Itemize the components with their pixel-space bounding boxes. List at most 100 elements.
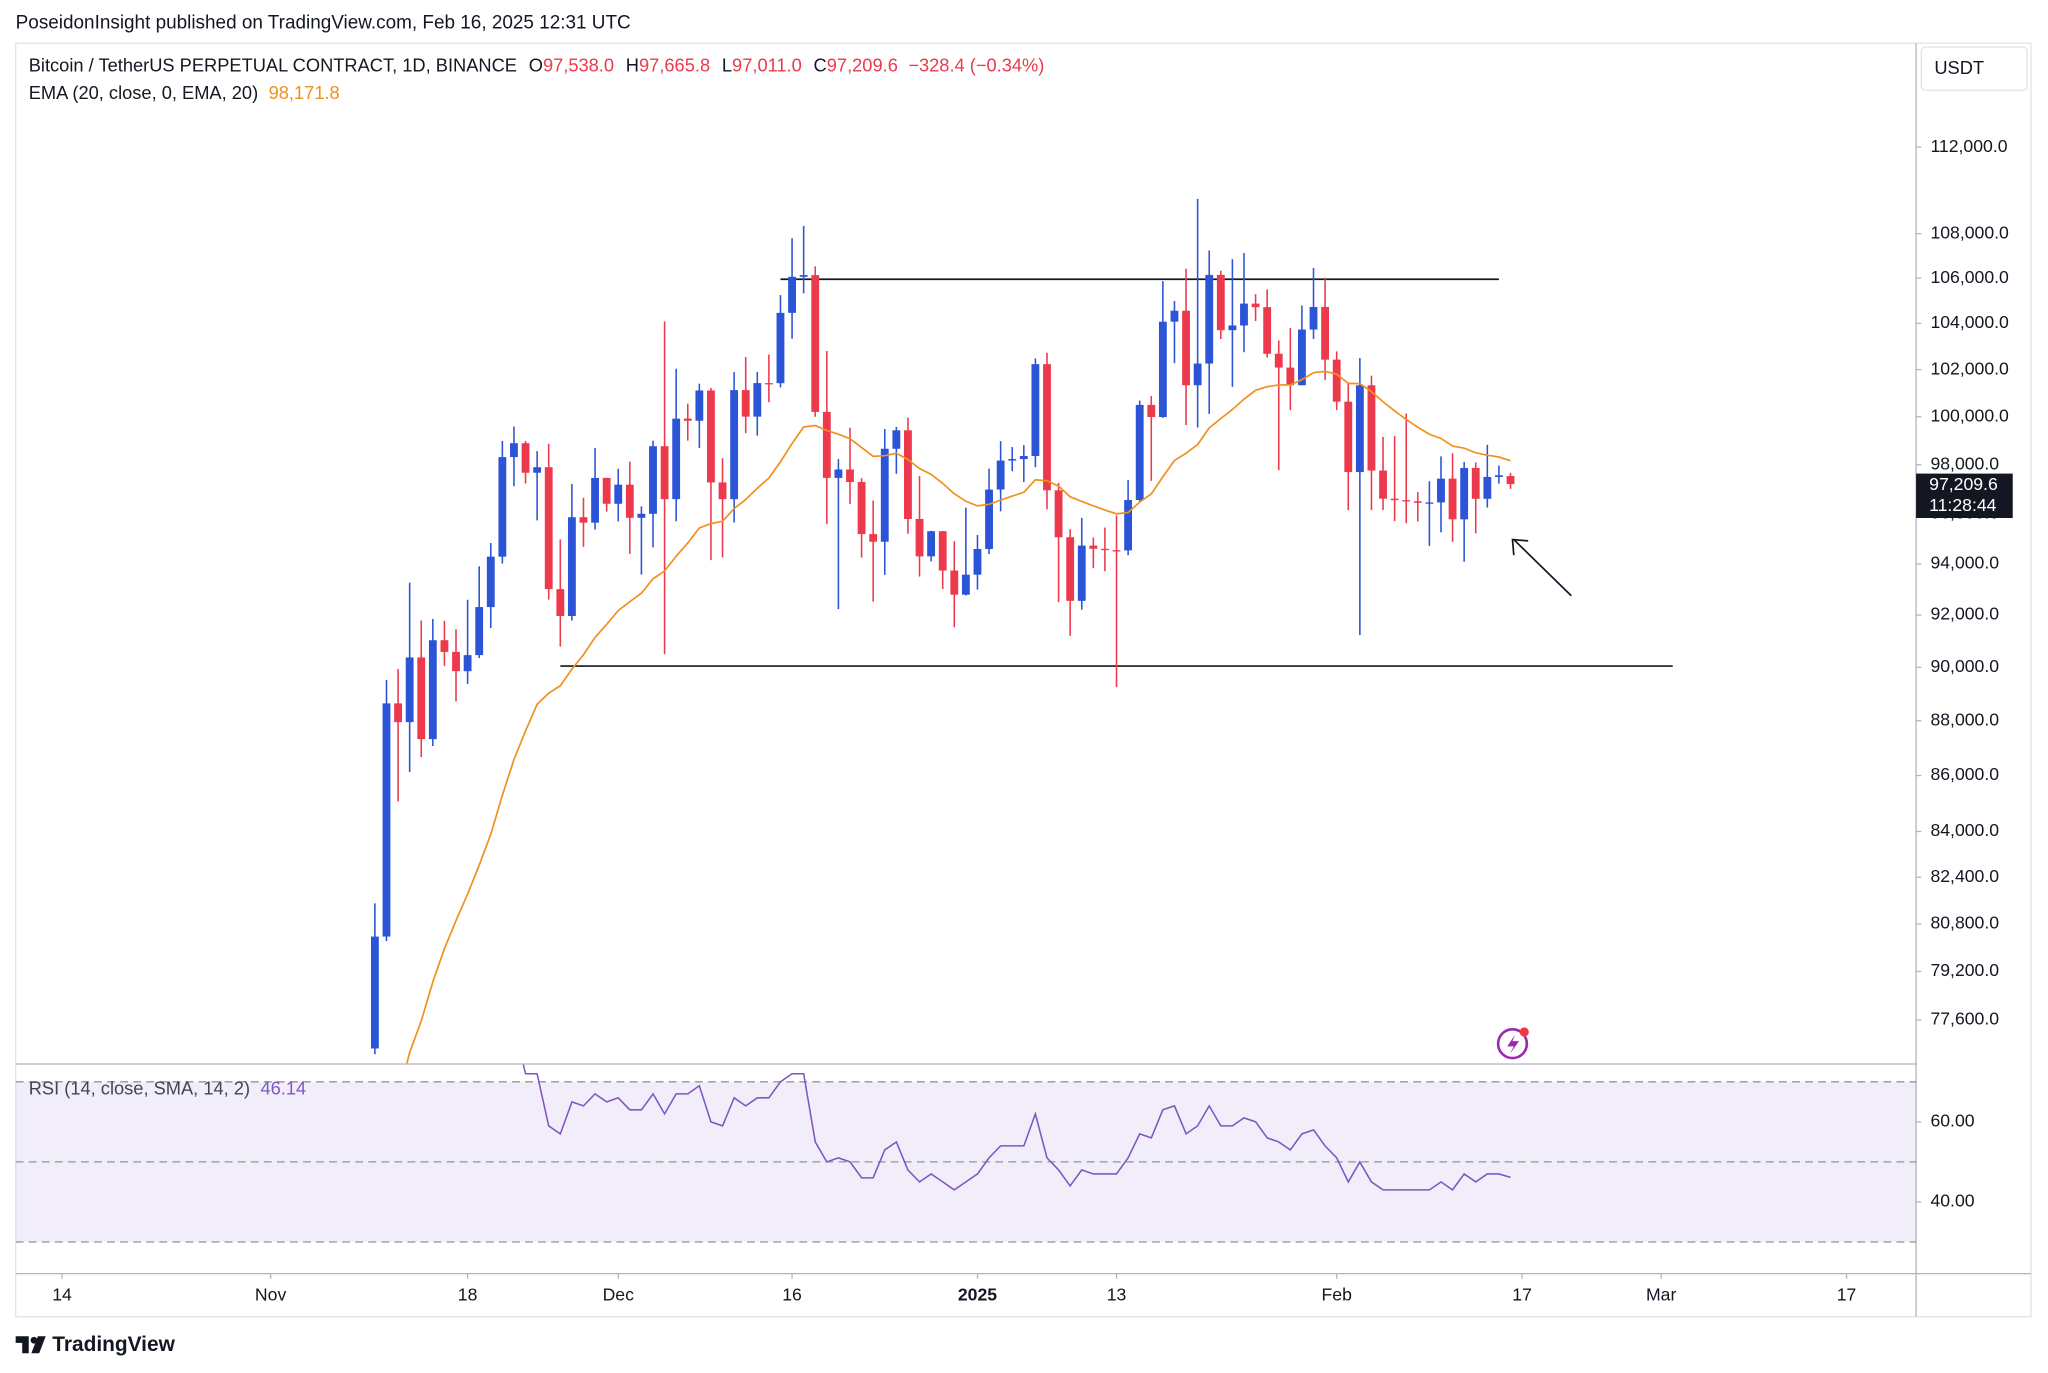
alert-icon[interactable] bbox=[1496, 1027, 1529, 1060]
candle-body bbox=[486, 556, 495, 608]
candle-body bbox=[1240, 303, 1248, 326]
rsi-name: RSI (14, close, SMA, 14, 2) bbox=[29, 1077, 250, 1098]
y-tick-label: 102,000.0 bbox=[1930, 358, 2009, 378]
candle-body bbox=[718, 482, 727, 500]
candle-body bbox=[1437, 478, 1445, 503]
chart-frame bbox=[15, 42, 2032, 1318]
currency-button[interactable] bbox=[1920, 46, 2028, 91]
rsi-line bbox=[522, 1064, 1511, 1191]
candle-body bbox=[730, 390, 739, 500]
ohlc-value: 97,665.8 bbox=[639, 55, 710, 76]
candle-body bbox=[475, 607, 484, 656]
candle-body bbox=[1112, 550, 1121, 552]
candle-body bbox=[1495, 475, 1503, 477]
candle-body bbox=[683, 418, 692, 421]
candle-body bbox=[1066, 537, 1075, 601]
x-tick-label: 13 bbox=[1107, 1284, 1127, 1304]
candle-body bbox=[788, 276, 796, 313]
candle-body bbox=[1367, 385, 1376, 471]
y-tick-label: 80,800.0 bbox=[1930, 913, 1999, 933]
candle-body bbox=[892, 430, 901, 449]
candle-body bbox=[973, 549, 982, 575]
y-tick-label: 100,000.0 bbox=[1930, 405, 2009, 425]
candle-body bbox=[1077, 545, 1086, 601]
countdown: 11:28:44 bbox=[1929, 495, 1996, 515]
candle-body bbox=[799, 275, 808, 277]
candle-body bbox=[602, 477, 611, 504]
candle-body bbox=[927, 531, 936, 557]
last-price-box bbox=[1916, 473, 2013, 519]
publish-header: PoseidonInsight published on TradingView… bbox=[16, 13, 631, 34]
currency-label: USDT bbox=[1934, 57, 1984, 78]
candle-body bbox=[1124, 499, 1133, 551]
candle-body bbox=[440, 640, 449, 652]
y-tick-label: 90,000.0 bbox=[1930, 656, 1999, 676]
rsi-band bbox=[15, 1081, 1917, 1242]
candle-body bbox=[428, 640, 437, 740]
candle-body bbox=[1274, 353, 1283, 368]
x-tick-label: 18 bbox=[458, 1284, 478, 1304]
ohlc-value: 97,538.0 bbox=[543, 55, 614, 76]
ohlc-key: L bbox=[722, 55, 732, 76]
candle-body bbox=[1321, 306, 1330, 360]
candle-body bbox=[1448, 478, 1457, 520]
ema-line bbox=[406, 370, 1511, 1064]
candle-body bbox=[1043, 364, 1051, 491]
candle-body bbox=[846, 469, 854, 483]
y-tick-label: 86,000.0 bbox=[1930, 764, 1999, 784]
candle-body bbox=[1019, 455, 1028, 460]
candle-body bbox=[950, 570, 959, 595]
candle-body bbox=[1506, 476, 1515, 485]
candle-body bbox=[1402, 500, 1411, 502]
candle-body bbox=[707, 390, 715, 483]
candle-body bbox=[544, 467, 553, 590]
legend-title-row: Bitcoin / TetherUS PERPETUAL CONTRACT, 1… bbox=[29, 55, 1045, 76]
candle-body bbox=[625, 484, 634, 518]
candle-body bbox=[741, 390, 750, 417]
candle-body bbox=[1413, 501, 1422, 503]
x-tick-label: Feb bbox=[1322, 1284, 1353, 1304]
candle-body bbox=[1193, 363, 1202, 386]
candle-body bbox=[1263, 307, 1272, 354]
candle-body bbox=[405, 657, 414, 723]
candle-body bbox=[822, 411, 831, 478]
candle-body bbox=[1216, 274, 1225, 331]
candle-body bbox=[510, 443, 518, 458]
price-pane bbox=[370, 198, 1673, 1064]
y-tick-label: 112,000.0 bbox=[1930, 136, 2007, 156]
candle-body bbox=[1182, 310, 1190, 386]
candle-body bbox=[521, 443, 530, 473]
candle-body bbox=[579, 517, 588, 523]
y-tick-label: 82,400.0 bbox=[1930, 866, 1999, 886]
rsi-legend: RSI (14, close, SMA, 14, 2) 46.14 bbox=[29, 1077, 306, 1098]
tradingview-logo bbox=[15, 1336, 46, 1354]
y-tick-label: 108,000.0 bbox=[1930, 222, 2009, 242]
ema-name: EMA (20, close, 0, EMA, 20) bbox=[29, 82, 258, 103]
candle-body bbox=[915, 518, 924, 557]
y-tick-label: 77,600.0 bbox=[1930, 1009, 1999, 1029]
candle-body bbox=[1471, 467, 1480, 499]
candle-body bbox=[996, 460, 1005, 490]
candle-body bbox=[1170, 310, 1179, 322]
x-tick-label: Nov bbox=[255, 1284, 287, 1304]
candle-body bbox=[1089, 545, 1098, 549]
candle-body bbox=[1054, 490, 1063, 538]
candle-body bbox=[1344, 401, 1353, 473]
footer-brand: TradingView bbox=[52, 1333, 175, 1356]
candle-body bbox=[1332, 359, 1341, 402]
x-tick-label: 17 bbox=[1512, 1284, 1532, 1304]
candle-body bbox=[961, 574, 970, 595]
ohlc-value: 97,011.0 bbox=[732, 55, 802, 76]
candle-body bbox=[764, 383, 773, 385]
candle-body bbox=[1298, 329, 1306, 386]
y-tick-label: 94,000.0 bbox=[1930, 553, 1999, 573]
y-tick-label: 84,000.0 bbox=[1930, 820, 1999, 840]
candle-body bbox=[1228, 325, 1237, 331]
candle-body bbox=[614, 484, 623, 504]
ohlc-key: H bbox=[626, 55, 639, 76]
candle-body bbox=[1031, 364, 1040, 456]
candle-body bbox=[463, 655, 472, 672]
y-tick-label: 106,000.0 bbox=[1930, 267, 2009, 287]
candle-body bbox=[637, 513, 646, 518]
